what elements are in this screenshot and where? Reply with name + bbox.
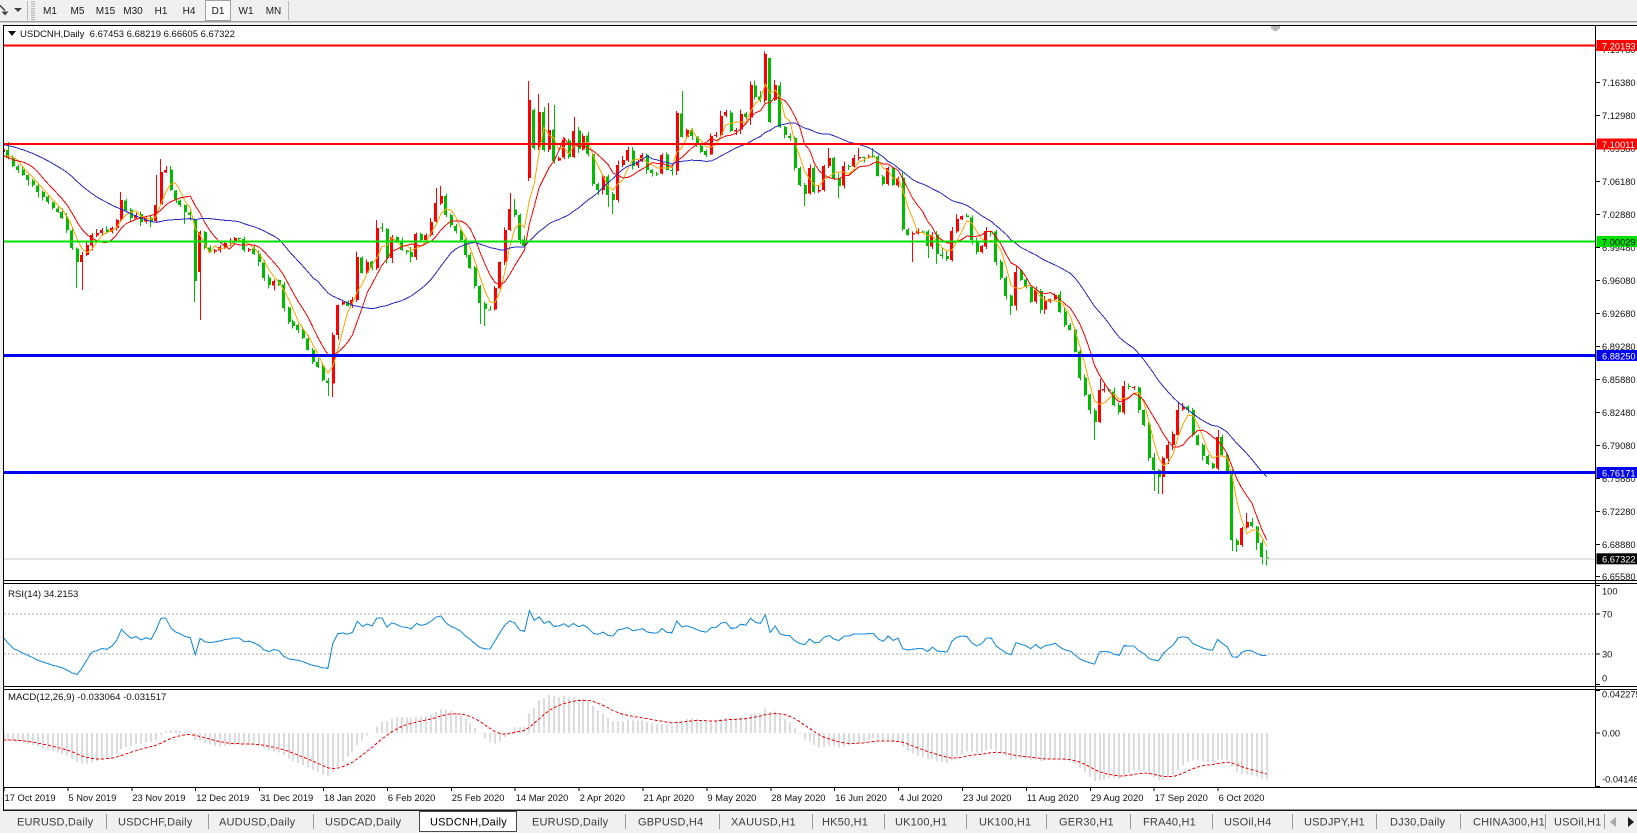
svg-text:7.20193: 7.20193 — [1602, 41, 1636, 51]
svg-text:6.79080: 6.79080 — [1602, 441, 1636, 451]
svg-text:6.75680: 6.75680 — [1602, 474, 1636, 484]
svg-text:M30: M30 — [123, 6, 143, 17]
svg-text:0.042275: 0.042275 — [1602, 690, 1637, 700]
svg-text:2 Apr 2020: 2 Apr 2020 — [580, 792, 625, 803]
svg-text:D1: D1 — [212, 6, 225, 17]
svg-text:7.02880: 7.02880 — [1602, 210, 1636, 220]
svg-text:H1: H1 — [155, 6, 168, 17]
svg-text:USDCNH,Daily 6.67453 6.68219: USDCNH,Daily 6.67453 6.68219 6.66605 6.6… — [20, 29, 235, 40]
svg-text:7.10011: 7.10011 — [1602, 140, 1635, 150]
svg-text:6 Oct 2020: 6 Oct 2020 — [1219, 792, 1265, 803]
svg-text:29 Aug 2020: 29 Aug 2020 — [1091, 792, 1144, 803]
svg-text:31 Dec 2019: 31 Dec 2019 — [260, 792, 313, 803]
svg-text:GBPUSD,H4: GBPUSD,H4 — [638, 817, 703, 829]
svg-text:XAUUSD,H1: XAUUSD,H1 — [731, 817, 796, 829]
svg-text:HK50,H1: HK50,H1 — [822, 817, 868, 829]
svg-text:6.76171: 6.76171 — [1602, 468, 1636, 478]
svg-text:MACD(12,26,9) -0.033064 -0.031: MACD(12,26,9) -0.033064 -0.031517 — [8, 692, 166, 703]
svg-text:6.67322: 6.67322 — [1602, 555, 1636, 565]
svg-text:M1: M1 — [43, 6, 57, 17]
svg-text:USDCHF,Daily: USDCHF,Daily — [118, 817, 193, 829]
svg-text:12 Dec 2019: 12 Dec 2019 — [196, 792, 249, 803]
svg-text:DJ30,Daily: DJ30,Daily — [1390, 817, 1445, 829]
svg-text:23 Jul 2020: 23 Jul 2020 — [963, 792, 1011, 803]
svg-text:100: 100 — [1602, 587, 1618, 597]
svg-text:AUDUSD,Daily: AUDUSD,Daily — [219, 817, 296, 829]
svg-text:70: 70 — [1602, 610, 1612, 620]
svg-text:M15: M15 — [96, 6, 116, 17]
svg-text:6.82480: 6.82480 — [1602, 408, 1636, 418]
svg-text:7.06180: 7.06180 — [1602, 177, 1636, 187]
svg-text:USOil,H4: USOil,H4 — [1224, 817, 1271, 829]
svg-text:RSI(14) 34.2153: RSI(14) 34.2153 — [8, 589, 78, 600]
svg-text:23 Nov 2019: 23 Nov 2019 — [132, 792, 185, 803]
svg-text:14 Mar 2020: 14 Mar 2020 — [516, 792, 569, 803]
svg-text:6.99480: 6.99480 — [1602, 243, 1636, 253]
svg-text:6.72280: 6.72280 — [1602, 507, 1636, 517]
svg-text:USDCAD,Daily: USDCAD,Daily — [325, 817, 402, 829]
svg-text:USOil,H1: USOil,H1 — [1554, 817, 1601, 829]
svg-text:18 Jan 2020: 18 Jan 2020 — [324, 792, 376, 803]
svg-text:6.65580: 6.65580 — [1602, 572, 1636, 582]
svg-text:6 Feb 2020: 6 Feb 2020 — [388, 792, 435, 803]
svg-text:USDCNH,Daily: USDCNH,Daily — [430, 817, 507, 829]
svg-text:6.92680: 6.92680 — [1602, 309, 1636, 319]
svg-text:6.85880: 6.85880 — [1602, 375, 1636, 385]
svg-text:USDJPY,H1: USDJPY,H1 — [1304, 817, 1365, 829]
svg-text:17 Sep 2020: 17 Sep 2020 — [1155, 792, 1208, 803]
svg-text:6.89280: 6.89280 — [1602, 342, 1636, 352]
svg-text:CHINA300,H1: CHINA300,H1 — [1473, 817, 1545, 829]
svg-text:21 Apr 2020: 21 Apr 2020 — [644, 792, 695, 803]
svg-text:6.68880: 6.68880 — [1602, 540, 1636, 550]
svg-text:30: 30 — [1602, 650, 1612, 660]
svg-text:7.12980: 7.12980 — [1602, 111, 1636, 121]
svg-text:EURUSD,Daily: EURUSD,Daily — [17, 817, 94, 829]
svg-text:25 Feb 2020: 25 Feb 2020 — [452, 792, 505, 803]
svg-text:11 Aug 2020: 11 Aug 2020 — [1027, 792, 1079, 803]
svg-text:W1: W1 — [239, 6, 254, 17]
svg-text:17 Oct 2019: 17 Oct 2019 — [5, 792, 56, 803]
svg-text:UK100,H1: UK100,H1 — [895, 817, 947, 829]
svg-text:0.00: 0.00 — [1602, 728, 1620, 738]
svg-text:6.96080: 6.96080 — [1602, 276, 1636, 286]
svg-text:7.00029: 7.00029 — [1602, 237, 1636, 247]
svg-text:0: 0 — [1602, 674, 1607, 684]
svg-text:5 Nov 2019: 5 Nov 2019 — [68, 792, 116, 803]
svg-text:7.16380: 7.16380 — [1602, 78, 1636, 88]
svg-text:UK100,H1: UK100,H1 — [979, 817, 1031, 829]
svg-text:M5: M5 — [71, 6, 85, 17]
svg-text:MN: MN — [266, 6, 282, 17]
svg-text:-0.04148: -0.04148 — [1602, 775, 1637, 785]
svg-text:EURUSD,Daily: EURUSD,Daily — [532, 817, 609, 829]
svg-text:FRA40,H1: FRA40,H1 — [1143, 817, 1196, 829]
svg-text:9 May 2020: 9 May 2020 — [707, 792, 756, 803]
svg-text:4 Jul 2020: 4 Jul 2020 — [899, 792, 942, 803]
svg-text:GER30,H1: GER30,H1 — [1059, 817, 1114, 829]
svg-text:6.88250: 6.88250 — [1602, 351, 1636, 361]
svg-text:16 Jun 2020: 16 Jun 2020 — [835, 792, 887, 803]
svg-text:H4: H4 — [183, 6, 196, 17]
svg-text:28 May 2020: 28 May 2020 — [771, 792, 825, 803]
